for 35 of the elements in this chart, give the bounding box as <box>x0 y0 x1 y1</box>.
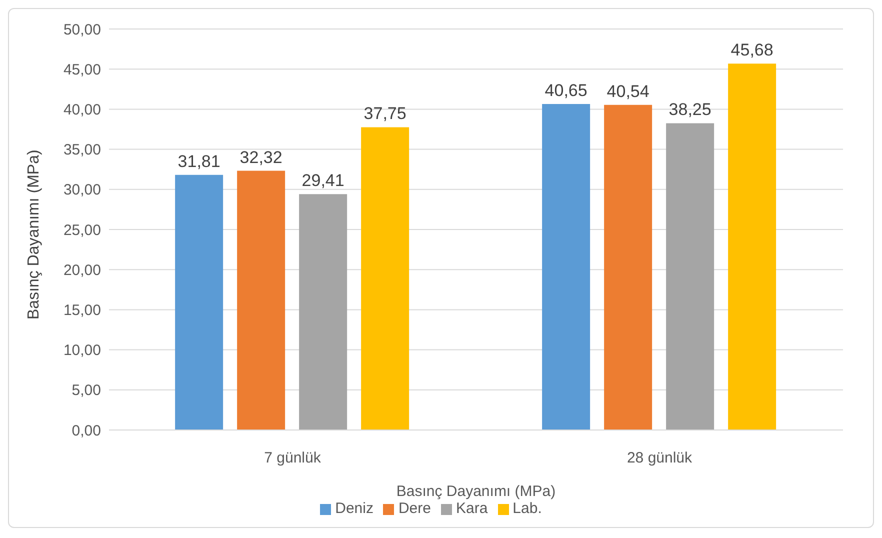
y-tick-label: 20,00 <box>63 262 101 279</box>
data-label: 37,75 <box>364 104 406 124</box>
y-tick-label: 35,00 <box>63 142 101 159</box>
bar <box>299 194 348 430</box>
y-tick-label: 10,00 <box>63 342 101 360</box>
legend-label: Deniz <box>335 500 374 517</box>
x-axis-title: Basınç Dayanımı (MPa) <box>396 483 556 500</box>
data-label: 31,81 <box>178 152 220 171</box>
bar <box>361 127 410 430</box>
y-tick-label: 40,00 <box>63 102 101 119</box>
x-tick-label: 7 günlük <box>264 450 322 467</box>
bar <box>175 174 224 430</box>
data-label: 32,32 <box>240 148 282 167</box>
data-label: 40,54 <box>606 82 650 101</box>
legend-label: Lab. <box>512 500 542 517</box>
y-tick-label: 15,00 <box>63 302 101 320</box>
data-label: 40,65 <box>544 80 588 100</box>
y-tick-label: 50,00 <box>63 21 101 38</box>
x-tick-label: 28 günlük <box>626 450 693 467</box>
bar <box>604 104 652 430</box>
data-label: 45,68 <box>730 40 774 60</box>
legend-label: Dere <box>398 500 431 517</box>
y-tick-label: 25,00 <box>63 222 101 239</box>
y-tick-label: 45,00 <box>63 61 101 78</box>
bar <box>542 104 590 430</box>
y-axis-title: Basınç Dayanımı (MPa) <box>26 150 43 320</box>
y-tick-label: 0,00 <box>72 422 101 440</box>
bar <box>728 64 776 430</box>
bar <box>666 123 714 430</box>
y-tick-label: 5,00 <box>72 382 101 400</box>
legend-label: Kara <box>456 500 488 517</box>
y-tick-label: 30,00 <box>63 182 101 199</box>
data-label: 38,25 <box>668 100 712 120</box>
data-label: 29,41 <box>302 171 344 190</box>
bar <box>237 170 286 430</box>
